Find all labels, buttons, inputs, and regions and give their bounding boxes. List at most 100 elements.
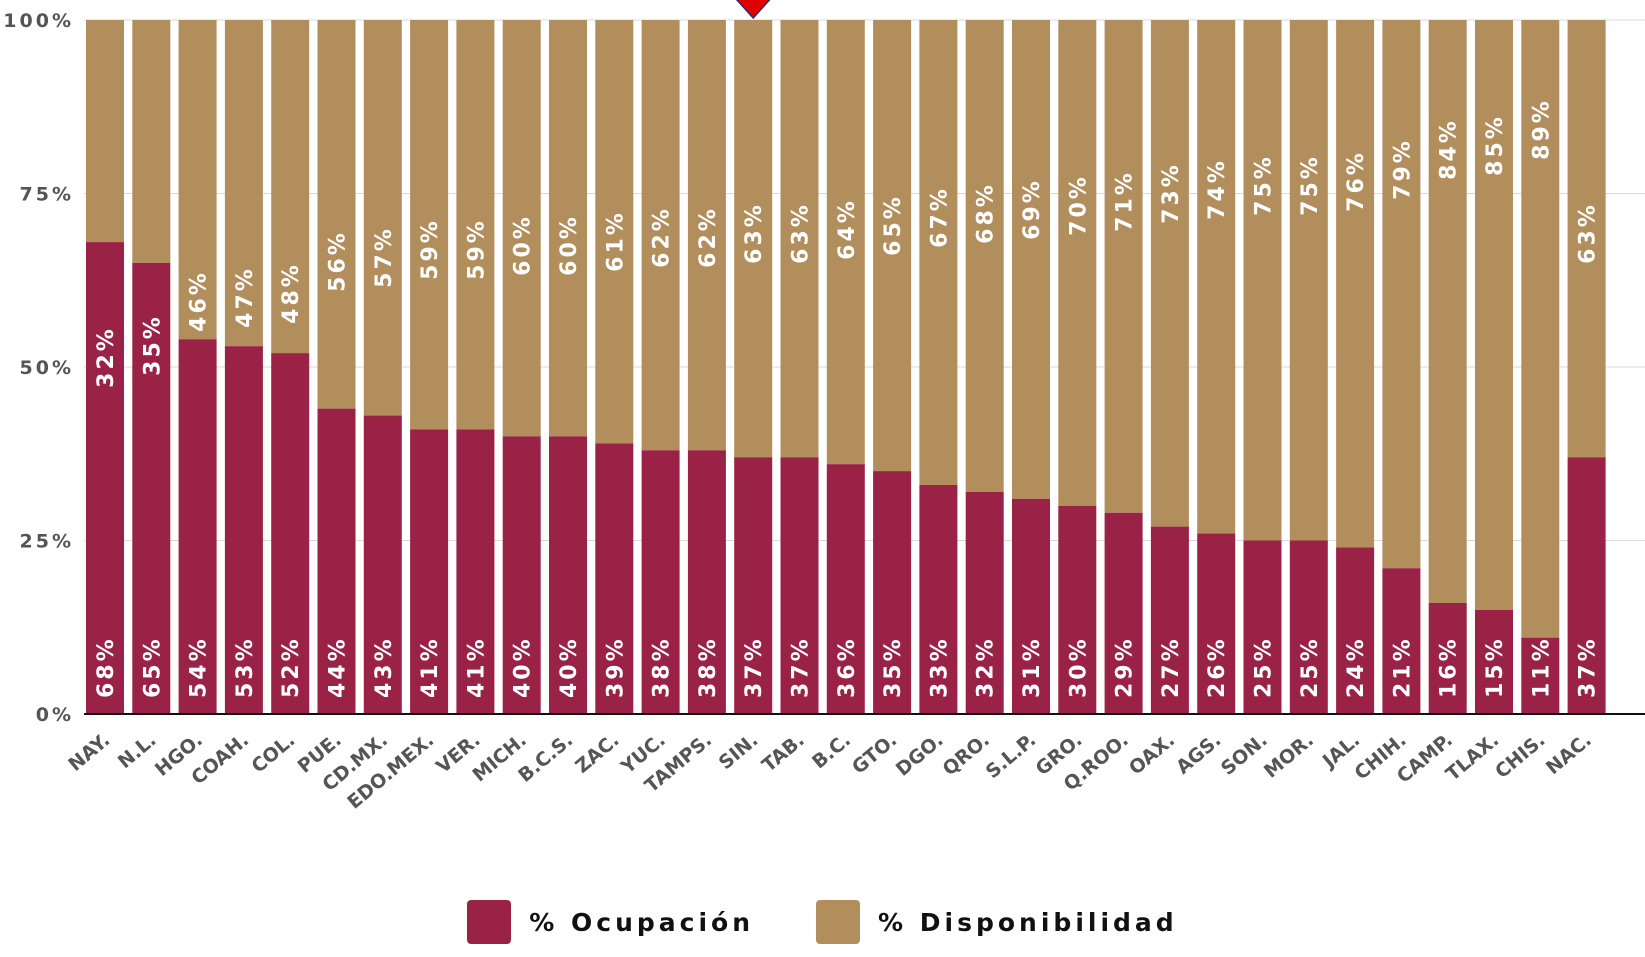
data-label-ocupacion: 30% [1066,636,1091,698]
data-label-disponibilidad: 32% [94,326,119,388]
data-label-ocupacion: 37% [1576,636,1601,698]
data-label-ocupacion: 26% [1205,636,1230,698]
bar-disponibilidad [595,20,634,444]
bar-disponibilidad [178,20,217,340]
y-tick-label: 100% [3,10,74,32]
bar-ocupacion [363,415,402,714]
data-label-disponibilidad: 57% [372,226,397,288]
x-tick-label: COL. [247,729,299,778]
bar-ocupacion [919,484,958,714]
data-label-disponibilidad: 48% [279,262,304,324]
legend: % Ocupación % Disponibilidad [0,900,1645,944]
bar-disponibilidad [1150,20,1189,527]
data-label-ocupacion: 33% [927,636,952,698]
bar-ocupacion [1243,540,1282,714]
data-label-ocupacion: 41% [464,636,489,698]
bar-disponibilidad [1012,20,1050,499]
data-label-ocupacion: 24% [1344,636,1369,698]
data-label-disponibilidad: 35% [140,314,165,376]
x-tick-label: S.L.P. [982,729,1040,783]
bar-ocupacion [178,339,217,714]
x-tick-label: GTO. [848,729,901,779]
data-label-disponibilidad: 62% [650,206,675,268]
bar-disponibilidad [1243,20,1282,541]
bar-disponibilidad [363,20,402,416]
data-label-disponibilidad: 68% [974,182,999,244]
bar-ocupacion [317,408,356,714]
x-tick-label: OAX. [1125,729,1179,779]
bar-ocupacion [502,436,541,714]
y-tick-label: 0% [36,704,74,726]
data-label-disponibilidad: 62% [696,206,721,268]
data-label-disponibilidad: 60% [557,214,582,276]
bar-disponibilidad [1382,20,1421,569]
bar-disponibilidad [549,20,587,437]
x-tick-label: TAB. [758,729,809,777]
data-label-disponibilidad: 75% [1252,154,1277,216]
data-label-ocupacion: 27% [1159,636,1184,698]
data-label-ocupacion: 36% [835,636,860,698]
bar-ocupacion [1567,457,1606,714]
bar-ocupacion [1521,637,1560,714]
bar-ocupacion [780,457,819,714]
bar-disponibilidad [873,20,912,472]
data-label-disponibilidad: 70% [1066,174,1091,236]
data-label-ocupacion: 37% [742,636,767,698]
data-label-ocupacion: 25% [1298,636,1323,698]
data-label-ocupacion: 43% [372,636,397,698]
legend-item-ocupacion: % Ocupación [467,900,754,944]
data-label-ocupacion: 11% [1529,636,1554,698]
bar-ocupacion [641,450,680,714]
bar-ocupacion [456,429,495,714]
data-label-ocupacion: 52% [279,636,304,698]
data-label-disponibilidad: 47% [233,266,258,328]
bar-disponibilidad [271,20,310,354]
data-label-disponibilidad: 63% [742,202,767,264]
data-label-ocupacion: 40% [511,636,536,698]
y-tick-label: 75% [20,184,74,206]
bar-disponibilidad [502,20,541,437]
x-tick-label: AGS. [1172,729,1225,779]
x-tick-label: SIN. [715,729,763,774]
bar-disponibilidad [1567,20,1606,458]
x-tick-label: CHIS. [1491,729,1549,783]
legend-swatch-ocupacion [467,900,512,944]
data-label-ocupacion: 40% [557,636,582,698]
bar-ocupacion [410,429,449,714]
data-label-ocupacion: 32% [974,636,999,698]
bar-ocupacion [826,464,865,714]
bar-ocupacion [271,353,310,714]
bar-disponibilidad [687,20,726,451]
data-label-disponibilidad: 69% [1020,178,1045,240]
bar-disponibilidad [1104,20,1143,513]
bar-disponibilidad [734,20,773,458]
bar-ocupacion [734,457,773,714]
data-label-disponibilidad: 84% [1437,118,1462,180]
data-label-disponibilidad: 85% [1483,114,1508,176]
data-label-disponibilidad: 67% [927,186,952,248]
bar-disponibilidad [86,20,124,243]
bar-disponibilidad [919,20,958,485]
data-label-ocupacion: 29% [1113,636,1138,698]
data-label-ocupacion: 44% [326,636,351,698]
data-label-ocupacion: 39% [603,636,628,698]
data-label-ocupacion: 41% [418,636,443,698]
bar-disponibilidad [1197,20,1236,534]
data-label-disponibilidad: 64% [835,198,860,260]
bar-ocupacion [1058,505,1097,714]
bar-disponibilidad [1058,20,1097,506]
bar-disponibilidad [641,20,680,451]
x-tick-label: TLAX. [1442,729,1503,785]
data-label-disponibilidad: 59% [418,218,443,280]
legend-label-disponibilidad: % Disponibilidad [878,907,1178,937]
bar-ocupacion [965,491,1004,714]
bar-disponibilidad [780,20,819,458]
data-label-disponibilidad: 71% [1113,170,1138,232]
bar-disponibilidad [456,20,495,430]
bar-ocupacion [549,436,587,714]
x-tick-label: B.C. [808,729,855,773]
y-tick-label: 25% [20,531,74,553]
data-label-ocupacion: 68% [94,636,119,698]
bar-ocupacion [873,471,912,714]
x-tick-label: MOR. [1260,729,1318,783]
